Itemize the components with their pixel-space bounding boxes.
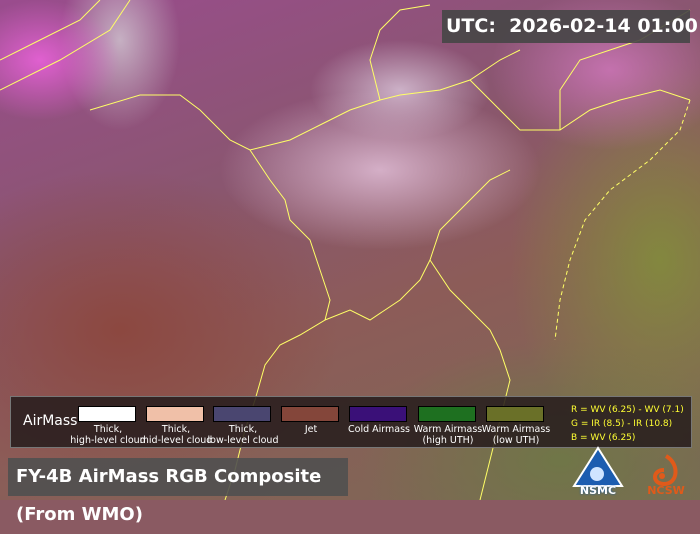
ncsw-logo-text: NCSW xyxy=(647,484,685,497)
province-border xyxy=(324,169,511,321)
legend-swatch xyxy=(146,406,204,422)
utc-value: 2026-02-14 01:00 xyxy=(509,15,698,37)
legend-label: Jet xyxy=(304,424,318,435)
legend-label: Thick, high-level cloud xyxy=(70,424,146,446)
province-border xyxy=(429,259,511,500)
legend-swatch xyxy=(213,406,271,422)
legend-label: Warm Airmass (low UTH) xyxy=(481,424,551,446)
province-border xyxy=(469,79,691,131)
nsmc-logo: NSMC xyxy=(572,446,624,500)
formula-r: R = WV (6.25) - WV (7.1) xyxy=(571,405,684,415)
legend-swatch xyxy=(281,406,339,422)
legend-label: Thick, mid-level cloud xyxy=(139,424,213,446)
legend-title: AirMass xyxy=(23,413,78,429)
legend-label: Cold Airmass xyxy=(348,424,410,435)
utc-timestamp: UTC: 2026-02-14 01:00 xyxy=(442,10,698,43)
image-title: FY-4B AirMass RGB Composite (From WMO) xyxy=(8,458,348,525)
airmass-legend: AirMass Thick, high-level cloud Thick, mi… xyxy=(10,396,692,448)
province-border xyxy=(89,49,521,151)
utc-label: UTC: xyxy=(446,15,496,37)
formula-b: B = WV (6.25) xyxy=(571,433,636,443)
coastline xyxy=(554,99,691,341)
legend-swatch xyxy=(418,406,476,422)
legend-swatch xyxy=(486,406,544,422)
legend-swatch xyxy=(78,406,136,422)
province-border xyxy=(0,0,131,91)
legend-swatch xyxy=(349,406,407,422)
legend-label: Warm Airmass (high UTH) xyxy=(413,424,483,446)
formula-g: G = IR (8.5) - IR (10.8) xyxy=(571,419,673,429)
nsmc-logo-text: NSMC xyxy=(579,484,617,497)
ncsw-logo: NCSW xyxy=(640,446,692,500)
legend-label: Thick, low-level cloud xyxy=(207,424,279,446)
